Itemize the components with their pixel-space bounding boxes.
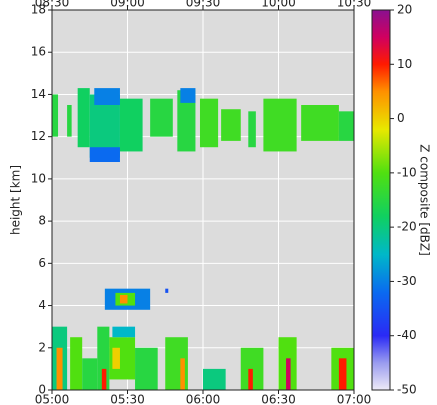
echo-cell bbox=[112, 347, 120, 369]
colorbar-tick-label: 20 bbox=[397, 3, 412, 17]
echo-cell bbox=[70, 337, 83, 390]
echo-cell bbox=[301, 105, 339, 141]
y-tick-label: 10 bbox=[31, 171, 46, 185]
echo-cell bbox=[94, 88, 120, 105]
colorbar-tick-label: -50 bbox=[397, 383, 417, 397]
echo-cell bbox=[338, 111, 354, 141]
top-tick-label: 08:30 bbox=[35, 0, 70, 10]
x-tick-label: 06:00 bbox=[186, 393, 221, 405]
echo-cell bbox=[52, 94, 59, 137]
echo-cell bbox=[82, 358, 98, 390]
x-tick-label: 06:30 bbox=[261, 393, 296, 405]
y-tick-label: 16 bbox=[31, 45, 46, 59]
top-tick-label: 09:00 bbox=[110, 0, 145, 10]
top-tick-label: 10:00 bbox=[261, 0, 296, 10]
x-tick-label: 05:00 bbox=[35, 393, 70, 405]
echo-cell bbox=[89, 147, 120, 162]
echo-cell bbox=[203, 368, 226, 390]
y-axis-label: height [km] bbox=[9, 165, 23, 235]
y-tick-label: 8 bbox=[38, 214, 46, 228]
top-tick-label: 10:30 bbox=[337, 0, 372, 10]
colorbar-tick-label: -20 bbox=[397, 220, 417, 234]
echo-cell bbox=[263, 98, 297, 152]
echo-cell bbox=[248, 368, 253, 390]
echo-cell bbox=[286, 358, 291, 390]
y-tick-label: 6 bbox=[38, 256, 46, 270]
echo-cell bbox=[221, 109, 241, 141]
colorbar bbox=[371, 9, 391, 391]
colorbar-tick-label: 0 bbox=[397, 111, 405, 125]
colorbar-tick-label: -30 bbox=[397, 274, 417, 288]
echo-cell bbox=[101, 368, 107, 390]
echo-cell bbox=[150, 98, 173, 137]
colorbar-tick-label: 10 bbox=[397, 57, 412, 71]
x-tick-label: 05:30 bbox=[110, 393, 145, 405]
echo-cell bbox=[112, 326, 136, 338]
echo-cell bbox=[248, 111, 256, 148]
echo-cell bbox=[67, 105, 72, 137]
echo-cell bbox=[165, 288, 169, 293]
echo-cell bbox=[77, 88, 90, 148]
y-tick-label: 14 bbox=[31, 87, 46, 101]
echo-cell bbox=[180, 358, 185, 390]
y-tick-label: 2 bbox=[38, 340, 46, 354]
x-tick-label: 07:00 bbox=[337, 393, 372, 405]
y-tick-label: 0 bbox=[38, 383, 46, 397]
y-tick-label: 12 bbox=[31, 129, 46, 143]
echo-cell bbox=[135, 347, 158, 390]
top-tick-label: 09:30 bbox=[186, 0, 221, 10]
echo-cell bbox=[119, 295, 128, 304]
y-tick-label: 18 bbox=[31, 3, 46, 17]
y-tick-label: 4 bbox=[38, 298, 46, 312]
echo-cell bbox=[177, 90, 196, 152]
colorbar-tick-label: -10 bbox=[397, 165, 417, 179]
colorbar-tick-label: -40 bbox=[397, 328, 417, 342]
echo-cell bbox=[199, 98, 219, 148]
echo-cell bbox=[56, 347, 63, 390]
echo-cell bbox=[180, 88, 196, 103]
colorbar-label: Z composite [dBZ] bbox=[418, 144, 432, 256]
echo-cell bbox=[119, 98, 143, 152]
echo-cell bbox=[338, 358, 347, 390]
